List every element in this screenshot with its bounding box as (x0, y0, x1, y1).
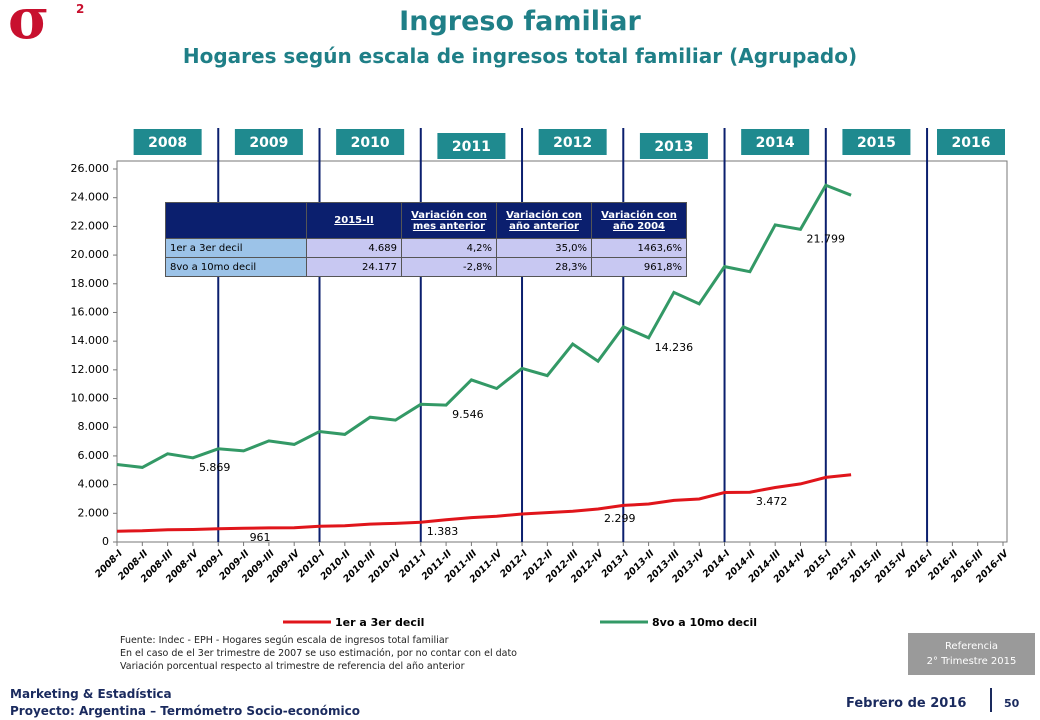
legend-label: 8vo a 10mo decil (652, 616, 757, 629)
year-label: 2010 (351, 135, 390, 151)
date: Febrero de 2016 (846, 696, 967, 711)
y-tick-label: 18.000 (71, 277, 110, 290)
year-box (842, 129, 911, 155)
logo-sup: 2 (76, 2, 85, 16)
ref-line: 2° Trimestre 2015 (926, 656, 1017, 667)
y-tick-label: 26.000 (71, 162, 110, 175)
cell: -2,8% (401, 257, 497, 277)
y-tick-label: 22.000 (71, 219, 110, 232)
year-label: 2011 (452, 139, 491, 155)
th: Variación con mes anterior (401, 202, 497, 239)
y-tick-label: 10.000 (71, 392, 110, 405)
y-tick-label: 12.000 (71, 363, 110, 376)
subtitle: Hogares según escala de ingresos total f… (182, 44, 858, 68)
year-label: 2008 (148, 135, 187, 151)
th: Variación con año 2004 (591, 202, 687, 239)
footer: Marketing & Estadística Proyecto: Argent… (10, 686, 360, 720)
notes: Fuente: Indec - EPH - Hogares según esca… (120, 634, 517, 673)
year-box (336, 129, 405, 155)
footer-line: Proyecto: Argentina – Termómetro Socio-e… (10, 704, 361, 718)
th: Variación con año anterior (496, 202, 592, 239)
note: Fuente: Indec - EPH - Hogares según esca… (120, 635, 449, 646)
cell: 28,3% (496, 257, 592, 277)
year-label: 2012 (553, 135, 592, 151)
series-line (116, 183, 852, 469)
year-label: 2009 (249, 135, 288, 151)
cell: 961,8% (591, 257, 687, 277)
reference: Referencia 2° Trimestre 2015 (908, 633, 1035, 675)
ref-line: Referencia (944, 641, 999, 652)
value-label: 1.383 (427, 525, 459, 538)
value-label: 2.299 (604, 512, 636, 525)
value-label: 961 (250, 531, 271, 544)
corner (165, 202, 307, 239)
legend-label: 1er a 3er decil (335, 616, 424, 629)
year-box (538, 129, 607, 155)
y-tick-label: 0 (102, 535, 109, 548)
cell: 1463,6% (591, 238, 687, 258)
plot-frame (116, 160, 1008, 543)
value-label: 21.799 (806, 232, 845, 245)
separator (990, 688, 992, 712)
value-label: 9.546 (452, 408, 484, 421)
cell: 4,2% (401, 238, 497, 258)
cell: 8vo a 10mo decil (165, 257, 307, 277)
year-box (234, 129, 303, 155)
year-label: 2014 (756, 135, 795, 151)
y-tick-label: 6.000 (78, 449, 110, 462)
footer-line: Marketing & Estadística (10, 687, 172, 701)
th: 2015-II (306, 202, 402, 239)
y-tick-label: 20.000 (71, 248, 110, 261)
year-label: 2013 (654, 139, 693, 155)
year-box (437, 133, 506, 159)
cell: 4.689 (306, 238, 402, 258)
year-box (133, 129, 202, 155)
year-box (741, 129, 810, 155)
value-label: 3.472 (756, 495, 788, 508)
summary-table: 2015-II Variación con mes anterior Varia… (165, 202, 687, 277)
year-label: 2016 (952, 135, 991, 151)
y-tick-label: 24.000 (71, 191, 110, 204)
logo: σ (8, 0, 50, 52)
page-number: 50 (1004, 697, 1020, 710)
y-tick-label: 2.000 (78, 506, 110, 519)
year-box (639, 133, 708, 159)
cell: 1er a 3er decil (165, 238, 307, 258)
cell: 24.177 (306, 257, 402, 277)
value-label: 5.869 (199, 461, 231, 474)
y-tick-label: 16.000 (71, 305, 110, 318)
y-tick-label: 8.000 (78, 420, 110, 433)
y-tick-label: 14.000 (71, 334, 110, 347)
note: Variación porcentual respecto al trimest… (120, 661, 465, 672)
y-tick-label: 4.000 (78, 478, 110, 491)
cell: 35,0% (496, 238, 592, 258)
year-label: 2015 (857, 135, 896, 151)
note: En el caso de el 3er trimestre de 2007 s… (120, 648, 517, 659)
year-box (937, 129, 1005, 155)
title: Ingreso familiar (399, 6, 641, 37)
series-line (116, 473, 852, 533)
value-label: 14.236 (655, 341, 694, 354)
